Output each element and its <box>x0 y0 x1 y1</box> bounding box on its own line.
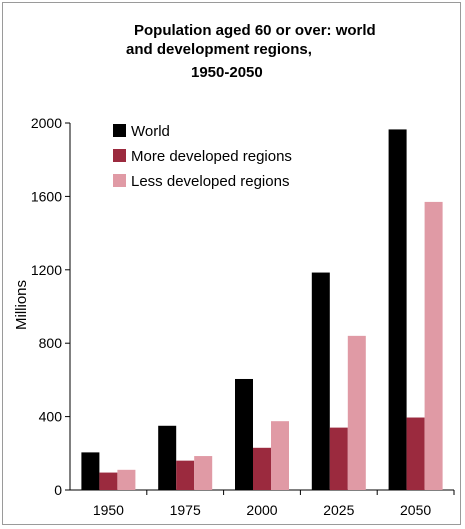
bar-less-developed-regions-1975 <box>194 456 213 490</box>
legend-label: Less developed regions <box>131 173 289 190</box>
bar-less-developed-regions-2025 <box>347 335 366 490</box>
x-tick-label: 1975 <box>170 502 201 518</box>
chart-frame <box>2 2 461 525</box>
x-tick-labels: 1950 1975 2000 2025 2050 <box>93 502 432 518</box>
bars <box>81 129 443 491</box>
chart-title-line-3: 1950-2050 <box>191 64 263 81</box>
chart-title-line-2: and development regions, <box>126 41 312 58</box>
y-tick-label: 1600 <box>31 188 62 204</box>
bar-less-developed-regions-2050 <box>424 201 443 490</box>
bar-more-developed-regions-2025 <box>329 427 348 490</box>
legend-swatch-less-developed-regions <box>113 174 126 187</box>
y-tick-labels: 0 400 800 1200 1600 2000 <box>31 115 62 498</box>
x-tick-label: 1950 <box>93 502 124 518</box>
x-tick-label: 2000 <box>246 502 277 518</box>
bar-less-developed-regions-2000 <box>271 421 289 490</box>
bar-world-2000 <box>235 378 253 490</box>
legend-label: More developed regions <box>131 148 292 165</box>
bar-more-developed-regions-2000 <box>253 447 271 490</box>
bar-more-developed-regions-1950 <box>99 472 118 490</box>
x-tick-label: 2025 <box>323 502 354 518</box>
legend-swatch-world <box>113 124 126 137</box>
y-tick-label: 0 <box>54 482 62 498</box>
legend-swatch-more-developed-regions <box>113 149 126 162</box>
x-tick-label: 2050 <box>400 502 431 518</box>
bar-world-2050 <box>388 129 407 491</box>
legend-label: World <box>131 123 170 140</box>
bar-less-developed-regions-1950 <box>117 469 136 490</box>
legend: World More developed regions Less develope… <box>113 123 292 190</box>
bar-more-developed-regions-2050 <box>406 417 425 490</box>
bar-world-1950 <box>81 452 100 490</box>
bar-more-developed-regions-1975 <box>176 460 195 490</box>
y-axis-label: Millions <box>13 280 30 330</box>
y-tick-label: 800 <box>39 335 63 351</box>
bar-world-1975 <box>158 425 177 490</box>
y-tick-label: 1200 <box>31 262 62 278</box>
y-tick-label: 400 <box>39 409 63 425</box>
chart-title-line-1: Population aged 60 or over: world <box>134 22 376 39</box>
y-tick-label: 2000 <box>31 115 62 131</box>
bar-world-2025 <box>311 272 330 490</box>
